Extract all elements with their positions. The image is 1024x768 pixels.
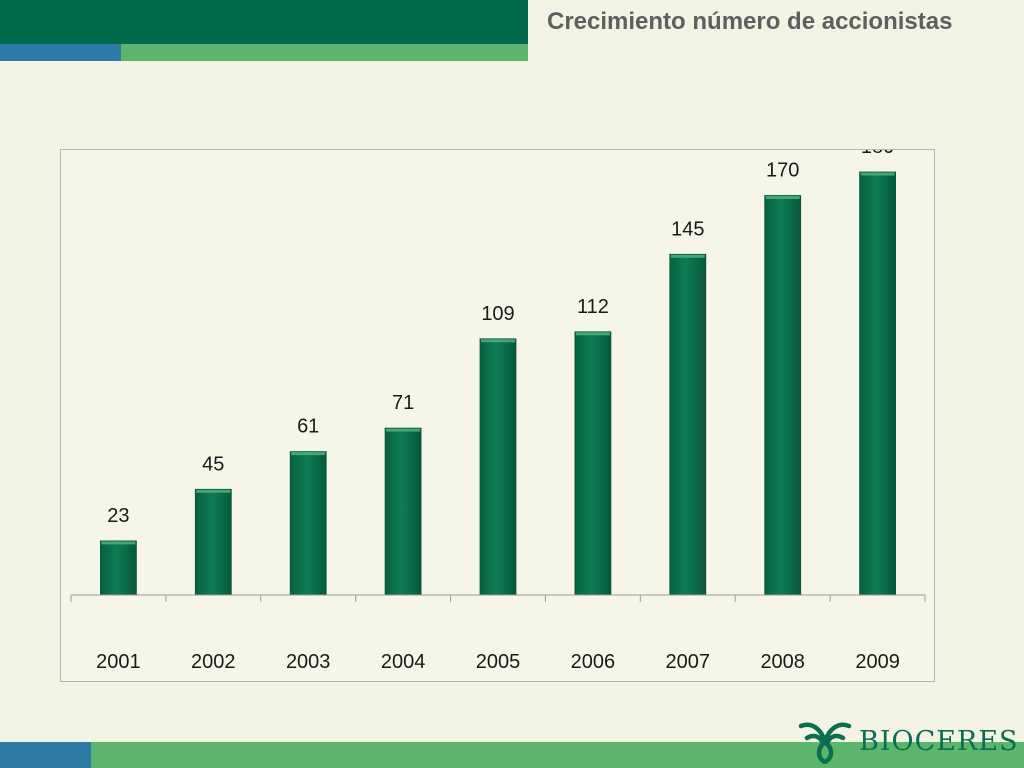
data-label-2006: 112 — [577, 296, 609, 318]
data-label-2008: 170 — [766, 160, 799, 182]
bar-highlight-2006 — [575, 332, 610, 336]
bar-2008 — [764, 195, 802, 596]
bar-2002 — [194, 488, 232, 596]
data-label-2001: 23 — [107, 505, 129, 527]
bar-2003 — [289, 451, 327, 596]
bar-2007 — [669, 253, 707, 596]
bar-highlight-2001 — [101, 541, 136, 545]
data-label-2009: 180 — [861, 150, 894, 158]
header-band-dark — [0, 0, 528, 44]
footer-band-blue-accent — [0, 742, 91, 768]
x-tick-label-2007: 2007 — [666, 651, 711, 673]
x-tick-label-2001: 2001 — [96, 651, 140, 673]
bar-highlight-2004 — [386, 428, 421, 432]
bar-2005 — [479, 338, 517, 596]
logo-text: BIOCERES — [859, 725, 1019, 757]
x-tick-label-2005: 2005 — [476, 651, 521, 673]
data-label-2007: 145 — [671, 218, 704, 240]
bar-chart: 23 2001 45 2002 61 2003 71 2004 109 2005 112 2006 14… — [70, 150, 926, 673]
leaf-emblem-icon — [798, 722, 852, 764]
x-tick-label-2002: 2002 — [191, 651, 236, 673]
data-label-2002: 45 — [202, 453, 224, 475]
x-tick-label-2004: 2004 — [381, 651, 426, 673]
slide-title: Crecimiento número de accionistas — [547, 8, 953, 35]
bar-highlight-2005 — [481, 339, 515, 343]
x-tick-label-2003: 2003 — [286, 651, 331, 673]
bar-2001 — [100, 540, 137, 596]
chart-frame: 23 2001 45 2002 61 2003 71 2004 109 2005 112 2006 14… — [60, 149, 935, 682]
x-tick-label-2008: 2008 — [760, 651, 805, 673]
bar-highlight-2002 — [196, 489, 231, 493]
data-label-2003: 61 — [297, 416, 319, 438]
bar-highlight-2009 — [860, 172, 895, 176]
bar-2006 — [574, 331, 612, 596]
x-tick-label-2006: 2006 — [571, 651, 616, 673]
bar-highlight-2003 — [291, 452, 326, 456]
x-tick-label-2009: 2009 — [855, 651, 900, 673]
header-band-blue-accent — [0, 44, 121, 61]
data-label-2005: 109 — [481, 303, 514, 325]
bar-2009 — [859, 171, 896, 596]
bioceres-logo: BIOCERES — [797, 718, 1021, 764]
bar-highlight-2008 — [765, 196, 800, 199]
footer-band-light — [91, 742, 1024, 768]
data-label-2004: 71 — [392, 392, 414, 414]
bar-2004 — [384, 427, 422, 596]
bar-highlight-2007 — [670, 254, 705, 258]
header-band-light — [121, 44, 528, 61]
